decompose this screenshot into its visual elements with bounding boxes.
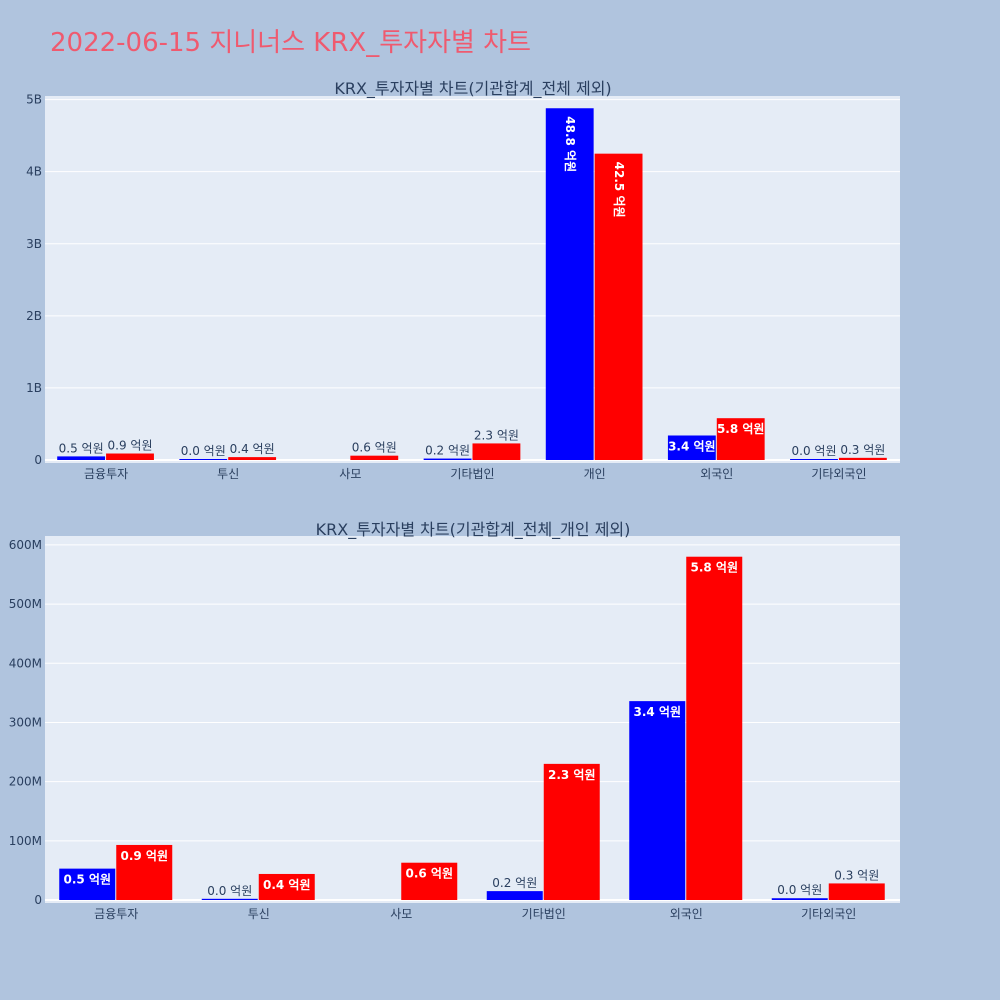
bar	[790, 459, 838, 460]
x-tick-label: 기타법인	[450, 467, 494, 481]
bar	[350, 455, 399, 460]
x-tick-label: 개인	[584, 467, 606, 481]
bar	[258, 873, 315, 900]
bar	[116, 844, 173, 900]
plot-area	[45, 536, 900, 903]
bar	[686, 556, 743, 900]
y-tick-label: 1B	[26, 381, 42, 395]
bar	[57, 456, 106, 460]
x-tick-label: 기타외국인	[811, 467, 866, 481]
bar	[201, 898, 258, 900]
x-tick-label: 외국인	[700, 467, 733, 481]
data-label: 0.4 억원	[263, 878, 311, 892]
bar	[771, 898, 828, 900]
data-label: 0.3 억원	[834, 868, 879, 882]
y-tick-label: 600M	[9, 538, 42, 552]
y-tick-label: 500M	[9, 597, 42, 611]
bar	[59, 868, 116, 900]
plot-area	[45, 96, 900, 463]
data-label: 42.5 억원	[612, 162, 626, 218]
x-tick-label: 투신	[217, 467, 239, 481]
chart-2: 0 100M 200M 300M 400M 500M 600M KRX_투자자별 차트(기관합…	[9, 520, 900, 921]
y-tick-label: 100M	[9, 834, 42, 848]
data-label: 48.8 억원	[563, 116, 577, 172]
data-label: 2.3 억원	[474, 428, 519, 442]
data-label: 0.5 억원	[59, 441, 104, 455]
bar	[667, 435, 716, 460]
chart-1: 0 1B 2B 3B 4B 5B KRX_투자자별 차트(기관합계_전체 제외) 금융투자 0.…	[26, 79, 900, 481]
data-label: 5.8 억원	[717, 422, 765, 436]
bar	[423, 458, 472, 460]
y-tick-label: 5B	[26, 93, 42, 107]
y-tick-label: 0	[34, 893, 42, 907]
y-tick-label: 300M	[9, 715, 42, 729]
bar	[486, 891, 543, 900]
x-tick-label: 기타외국인	[801, 907, 856, 921]
data-label: 0.5 억원	[63, 873, 111, 887]
data-label: 5.8 억원	[690, 561, 738, 575]
y-tick-label: 0	[34, 453, 42, 467]
bar	[594, 153, 643, 460]
data-label: 3.4 억원	[633, 705, 681, 719]
data-label: 0.0 억원	[181, 444, 226, 458]
data-label: 0.6 억원	[405, 867, 453, 881]
x-tick-label: 사모	[339, 467, 361, 481]
bar	[543, 763, 600, 900]
x-tick-label: 외국인	[670, 907, 703, 921]
chart-title: KRX_투자자별 차트(기관합계_전체_개인 제외)	[316, 520, 631, 540]
data-label: 0.0 억원	[777, 883, 822, 897]
bar	[472, 443, 521, 460]
bar	[545, 108, 594, 460]
bar	[716, 418, 765, 460]
bar	[179, 459, 228, 460]
bar	[228, 457, 277, 460]
x-tick-label: 사모	[390, 907, 412, 921]
data-label: 0.3 억원	[840, 443, 885, 457]
data-label: 3.4 억원	[668, 439, 716, 453]
data-label: 2.3 억원	[548, 768, 596, 782]
bar	[629, 701, 686, 900]
y-tick-label: 400M	[9, 656, 42, 670]
x-tick-label: 금융투자	[94, 907, 138, 921]
bar	[106, 453, 154, 460]
data-label: 0.9 억원	[120, 849, 168, 863]
y-tick-label: 2B	[26, 309, 42, 323]
data-label: 0.2 억원	[492, 876, 537, 890]
x-tick-label: 금융투자	[84, 467, 128, 481]
x-tick-label: 투신	[248, 907, 270, 921]
bar	[401, 862, 458, 900]
bar	[838, 457, 887, 460]
data-label: 0.2 억원	[425, 444, 470, 458]
y-tick-label: 4B	[26, 165, 42, 179]
y-tick-label: 200M	[9, 775, 42, 789]
page-title: 2022-06-15 지니너스 KRX_투자자별 차트	[50, 28, 532, 58]
data-label: 0.6 억원	[352, 441, 397, 455]
y-tick-label: 3B	[26, 237, 42, 251]
bar	[828, 883, 885, 900]
data-label: 0.9 억원	[108, 439, 153, 453]
data-label: 0.0 억원	[207, 884, 252, 898]
chart-title: KRX_투자자별 차트(기관합계_전체 제외)	[334, 79, 611, 99]
data-label: 0.4 억원	[230, 442, 275, 456]
data-label: 0.0 억원	[792, 444, 837, 458]
x-tick-label: 기타법인	[522, 907, 566, 921]
